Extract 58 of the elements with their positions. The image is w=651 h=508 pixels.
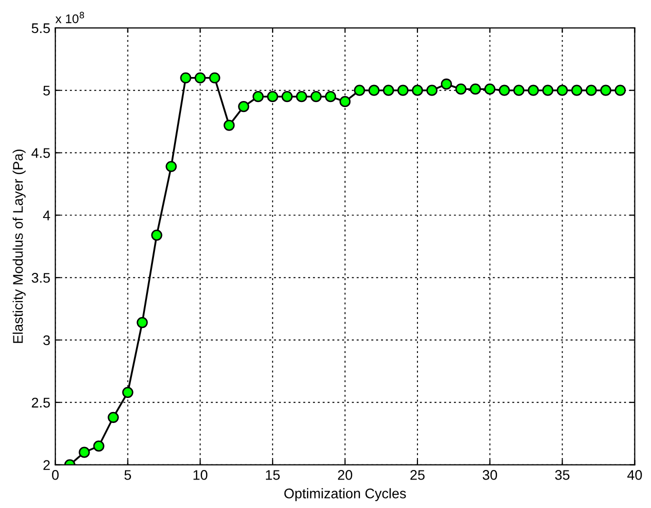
point [498, 84, 510, 96]
point [528, 84, 539, 96]
point [382, 84, 394, 96]
point [136, 316, 148, 328]
y-tick-label: 2.5 [32, 398, 50, 408]
point [513, 84, 524, 96]
y-tick-label: 2 [43, 460, 50, 470]
point [556, 84, 568, 96]
point [238, 101, 250, 112]
x-tick-label: 0 [52, 470, 59, 480]
point [310, 91, 322, 102]
point [542, 84, 554, 96]
x-tick-label: 10 [194, 470, 208, 480]
point [78, 446, 90, 458]
point [470, 84, 481, 95]
point [194, 72, 206, 84]
point [426, 84, 438, 96]
point [93, 440, 104, 452]
point [252, 91, 264, 102]
y-tick-label: 3.5 [32, 272, 50, 283]
y-axis-title: Elasticity Modulus of Layer (Pa) [12, 150, 26, 343]
text: x 10$^{8}$ [55, 12, 84, 24]
x-tick-label: 25 [410, 470, 425, 480]
point [282, 91, 293, 102]
x-tick-label: 40 [627, 470, 642, 480]
point [484, 84, 496, 95]
point [122, 386, 134, 398]
x-tick-label: 30 [482, 470, 498, 480]
point [180, 72, 192, 84]
point [209, 72, 220, 84]
point [412, 84, 424, 96]
point [296, 91, 308, 102]
y-tick-label: 4.5 [31, 148, 50, 158]
point [354, 84, 366, 96]
point [267, 91, 278, 102]
point [368, 84, 380, 96]
point [166, 160, 177, 172]
x-tick-label: 20 [338, 470, 352, 480]
point [614, 84, 626, 96]
point [571, 84, 582, 96]
y-tick-label: 3 [43, 335, 50, 346]
point [455, 84, 466, 95]
y-tick-label: 5 [43, 86, 50, 96]
x-tick-label: 35 [555, 470, 570, 480]
point [440, 78, 452, 90]
x-tick-label: 5 [124, 470, 132, 480]
x-tick-label: 15 [266, 470, 280, 480]
point [151, 230, 162, 241]
point [108, 412, 119, 423]
point [324, 91, 336, 102]
x-axis-title: Optimization Cycles [284, 488, 406, 502]
y-tick-label: 5.5 [32, 23, 50, 34]
point [397, 84, 409, 96]
point [339, 96, 351, 108]
y-tick-label: 4 [43, 210, 50, 220]
point [600, 84, 612, 96]
point [586, 84, 597, 96]
point [224, 120, 235, 131]
